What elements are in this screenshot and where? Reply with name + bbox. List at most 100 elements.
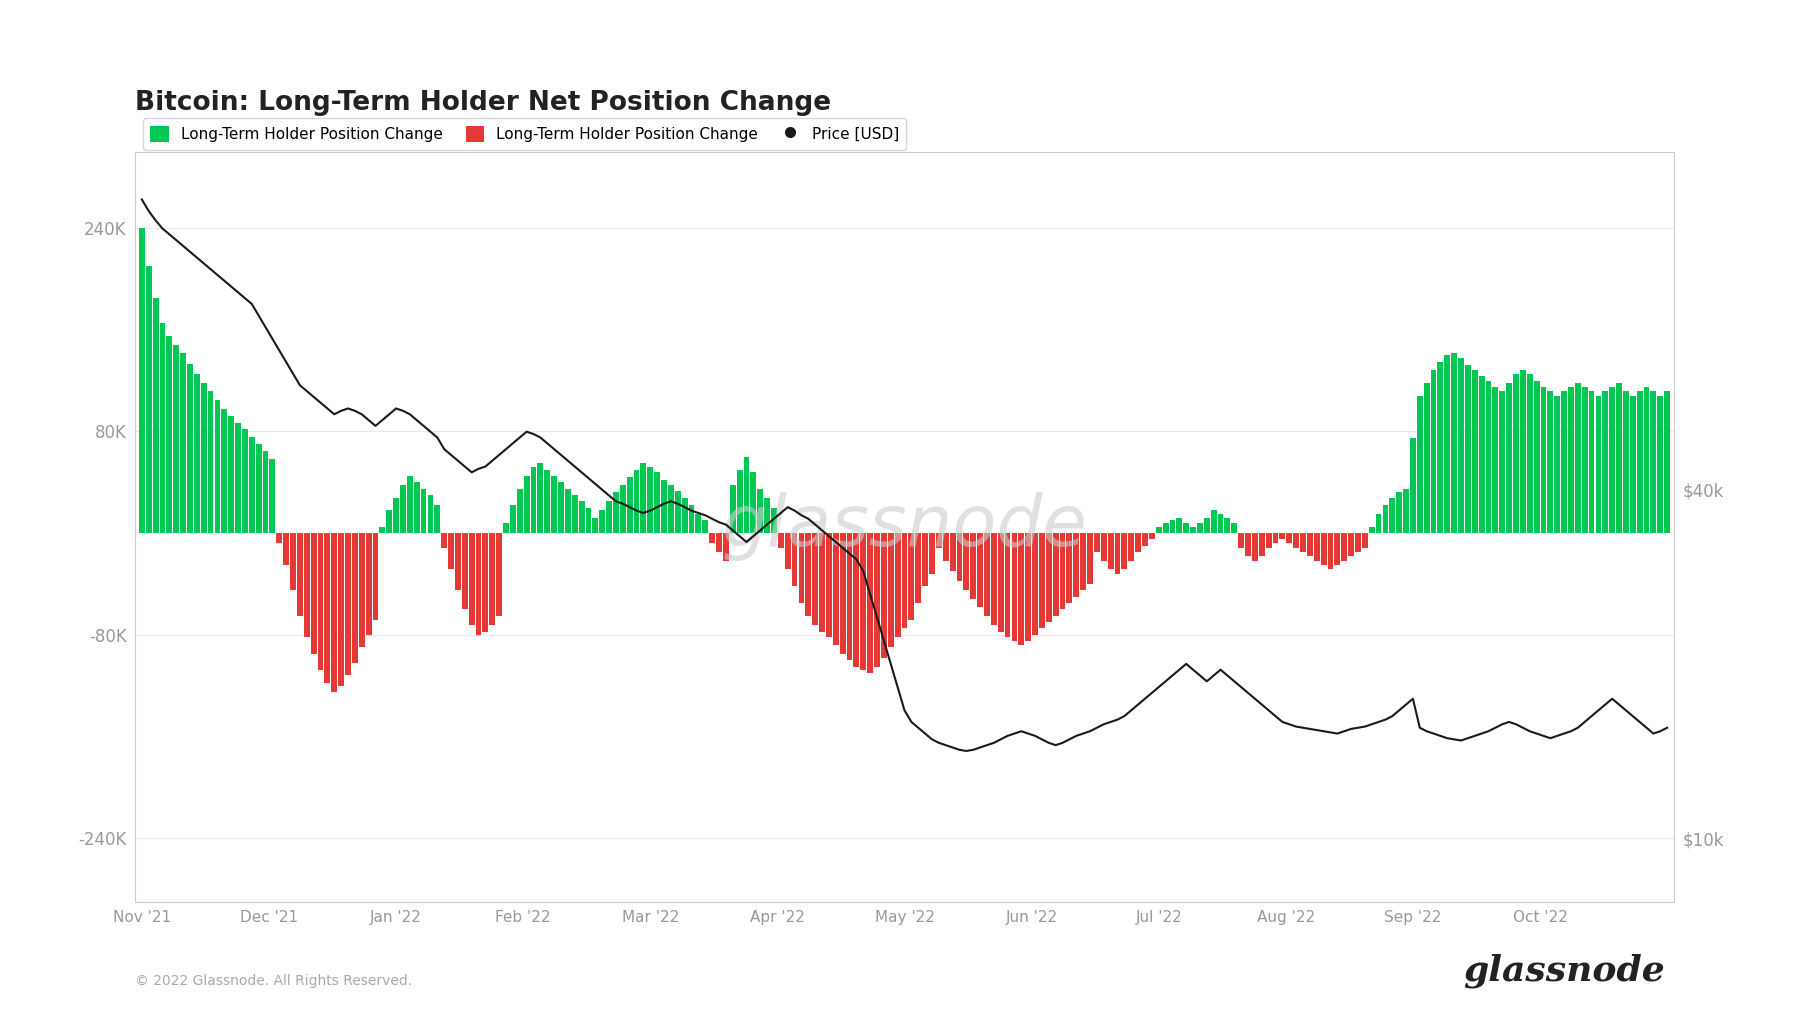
Bar: [1514, 374, 1519, 533]
Bar: [1019, 533, 1024, 645]
Bar: [1616, 383, 1622, 533]
Bar: [256, 444, 261, 533]
Bar: [1136, 533, 1141, 552]
Bar: [331, 533, 337, 692]
Bar: [1031, 533, 1039, 635]
Bar: [1541, 387, 1546, 533]
Bar: [358, 533, 365, 647]
Bar: [1624, 391, 1629, 533]
Bar: [1431, 371, 1436, 533]
Bar: [270, 460, 275, 533]
Bar: [916, 533, 922, 603]
Bar: [1080, 533, 1085, 591]
Bar: [880, 533, 887, 657]
Bar: [1397, 492, 1402, 533]
Bar: [1211, 511, 1217, 533]
Bar: [551, 476, 556, 533]
Bar: [875, 533, 880, 667]
Bar: [146, 266, 151, 533]
Bar: [1053, 533, 1058, 616]
Bar: [1526, 374, 1532, 533]
Bar: [1292, 533, 1300, 548]
Bar: [1328, 533, 1334, 568]
Bar: [1273, 533, 1278, 543]
Bar: [634, 470, 639, 533]
Bar: [648, 467, 653, 533]
Bar: [1060, 533, 1066, 610]
Bar: [139, 228, 144, 533]
Bar: [1066, 533, 1073, 603]
Bar: [1197, 523, 1202, 533]
Bar: [544, 470, 551, 533]
Bar: [353, 533, 358, 663]
Bar: [1046, 533, 1051, 622]
Bar: [380, 527, 385, 533]
Bar: [173, 345, 180, 533]
Bar: [765, 497, 770, 533]
Bar: [868, 533, 873, 673]
Bar: [263, 451, 268, 533]
Bar: [792, 533, 797, 587]
Bar: [304, 533, 310, 637]
Bar: [1231, 523, 1237, 533]
Bar: [1107, 533, 1114, 568]
Bar: [1204, 518, 1210, 533]
Bar: [475, 533, 481, 635]
Bar: [441, 533, 446, 548]
Bar: [1121, 533, 1127, 568]
Bar: [324, 533, 329, 683]
Bar: [1224, 518, 1231, 533]
Bar: [770, 508, 778, 533]
Bar: [1458, 358, 1463, 533]
Bar: [1094, 533, 1100, 552]
Bar: [153, 298, 158, 533]
Bar: [778, 533, 783, 548]
Bar: [619, 485, 626, 533]
Bar: [689, 505, 695, 533]
Bar: [1390, 497, 1395, 533]
Bar: [1307, 533, 1312, 556]
Bar: [1314, 533, 1319, 561]
Bar: [221, 408, 227, 533]
Bar: [463, 533, 468, 610]
Bar: [509, 505, 517, 533]
Bar: [1451, 353, 1456, 533]
Bar: [950, 533, 956, 571]
Bar: [990, 533, 997, 625]
Bar: [1382, 505, 1388, 533]
Bar: [860, 533, 866, 671]
Bar: [482, 533, 488, 632]
Bar: [826, 533, 832, 637]
Bar: [819, 533, 824, 632]
Bar: [641, 463, 646, 533]
Bar: [524, 476, 529, 533]
Bar: [1258, 533, 1265, 556]
Bar: [1375, 514, 1381, 533]
Bar: [1636, 391, 1643, 533]
Bar: [502, 523, 509, 533]
Text: Bitcoin: Long-Term Holder Net Position Change: Bitcoin: Long-Term Holder Net Position C…: [135, 90, 832, 116]
Bar: [1012, 533, 1017, 641]
Bar: [241, 428, 248, 533]
Bar: [455, 533, 461, 591]
Bar: [346, 533, 351, 676]
Bar: [736, 470, 743, 533]
Bar: [1102, 533, 1107, 561]
Bar: [1575, 383, 1580, 533]
Bar: [558, 482, 563, 533]
Bar: [853, 533, 859, 667]
Bar: [166, 336, 173, 533]
Bar: [1177, 518, 1183, 533]
Bar: [400, 485, 405, 533]
Bar: [895, 533, 900, 637]
Bar: [1183, 523, 1190, 533]
Bar: [1438, 362, 1444, 533]
Bar: [1287, 533, 1292, 543]
Bar: [963, 533, 968, 591]
Bar: [202, 383, 207, 533]
Bar: [1026, 533, 1031, 641]
Bar: [414, 482, 419, 533]
Bar: [1321, 533, 1327, 565]
Bar: [490, 533, 495, 625]
Bar: [283, 533, 290, 565]
